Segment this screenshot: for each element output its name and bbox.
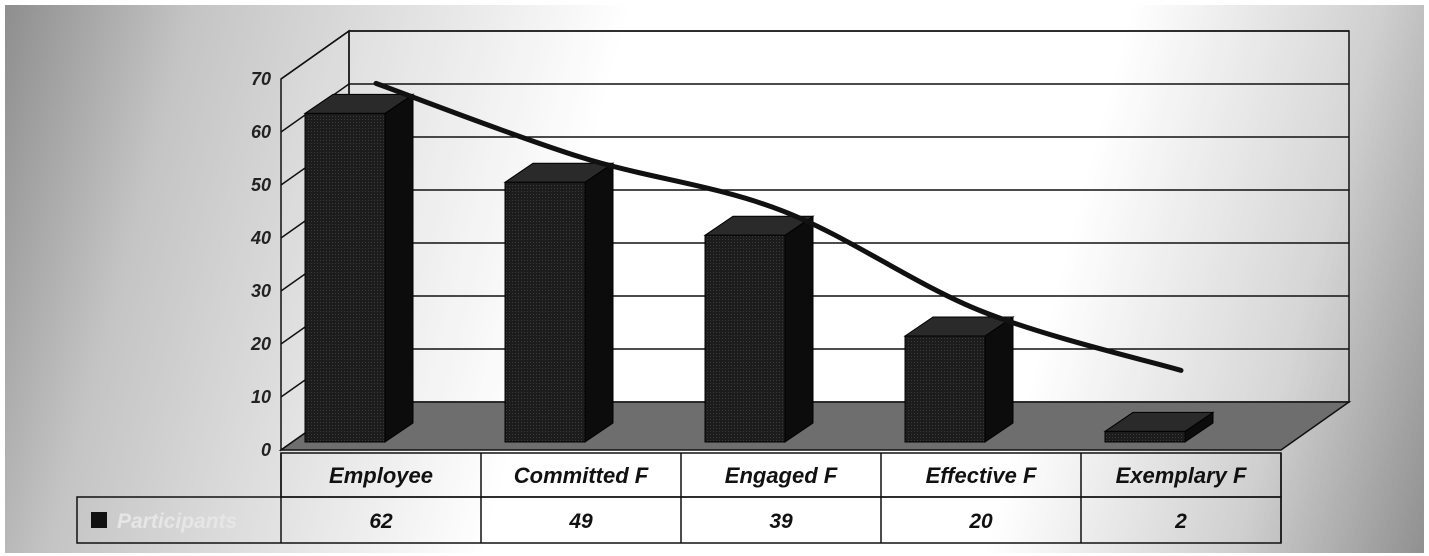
bar-front xyxy=(504,181,586,443)
y-tick-label: 70 xyxy=(251,69,271,89)
bar-side xyxy=(784,215,814,443)
bar-front xyxy=(304,112,386,443)
bar xyxy=(703,215,815,443)
bar xyxy=(303,93,415,443)
y-tick-label: 60 xyxy=(251,122,271,142)
bar-side xyxy=(984,316,1014,443)
category-label: Employee xyxy=(329,463,433,488)
value-label: 49 xyxy=(568,510,593,533)
value-label: 62 xyxy=(369,510,393,533)
legend-series-name: Participants xyxy=(117,510,237,533)
value-label: 20 xyxy=(968,510,993,533)
bars xyxy=(303,93,1215,443)
bar-front xyxy=(704,234,786,443)
legend-swatch xyxy=(91,512,107,528)
y-tick-label: 40 xyxy=(250,228,271,248)
bar-front xyxy=(1104,430,1186,443)
gridline-side xyxy=(280,30,350,80)
value-label: 39 xyxy=(769,510,793,533)
y-tick-label: 0 xyxy=(261,440,271,460)
table-value-row xyxy=(76,496,1282,544)
bar-side xyxy=(384,93,414,443)
y-tick-label: 20 xyxy=(250,334,271,354)
data-table: Employee 62 Committed F 49 Engaged F 39 Effect… xyxy=(76,452,1282,544)
category-label: Exemplary F xyxy=(1116,463,1247,488)
bar xyxy=(503,162,615,443)
y-tick-label: 50 xyxy=(251,175,271,195)
y-tick-label: 30 xyxy=(251,281,271,301)
category-label: Committed F xyxy=(514,463,649,488)
trendline xyxy=(373,80,1184,373)
bar xyxy=(903,316,1015,443)
back-wall xyxy=(348,30,1350,403)
category-label: Engaged F xyxy=(725,463,838,488)
y-axis-ticks: 0 10 20 30 40 50 60 70 xyxy=(250,69,271,460)
bar-front xyxy=(904,335,986,443)
y-tick-label: 10 xyxy=(251,387,271,407)
chart-walls xyxy=(278,29,1352,452)
chart-panel: 0 10 20 30 40 50 60 70 Employee 62 Committed F 49 E… xyxy=(5,5,1424,553)
bar-side xyxy=(584,162,614,443)
trendline-group xyxy=(373,80,1184,373)
category-label: Effective F xyxy=(926,463,1037,488)
value-label: 2 xyxy=(1174,510,1187,533)
bar xyxy=(1103,411,1215,443)
